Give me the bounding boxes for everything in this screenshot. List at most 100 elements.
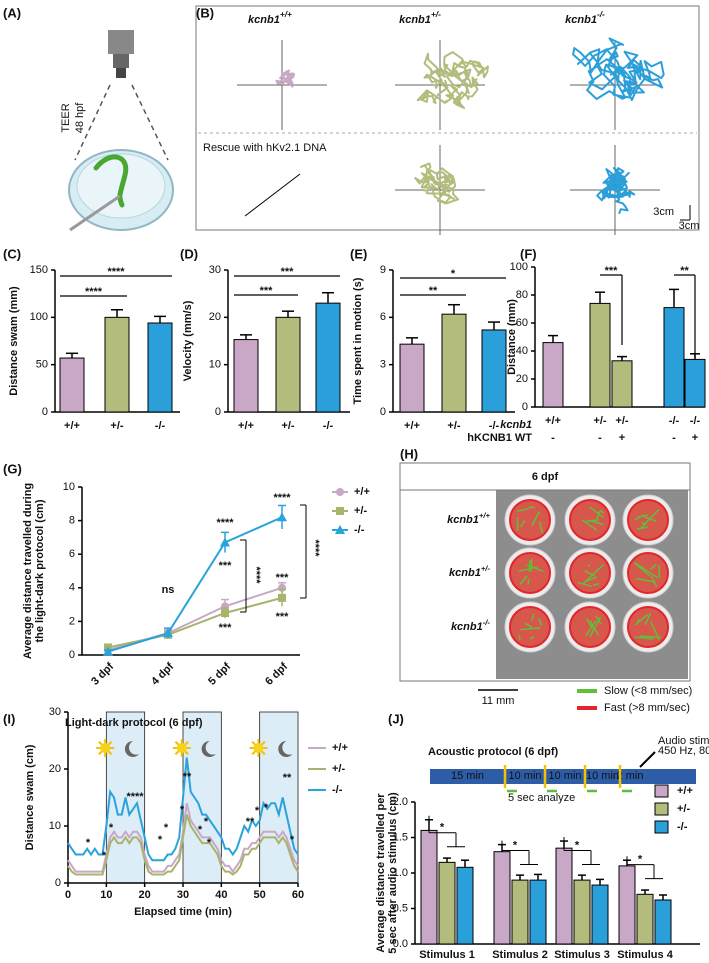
genotype-header: kcnb1+/- (399, 9, 441, 26)
panel-label: (C) (3, 246, 21, 261)
y-axis-label: Average distance travelled per (375, 793, 387, 953)
bar (684, 358, 706, 408)
legend-label: +/- (354, 505, 367, 517)
x-tick-label: +/+ (404, 420, 420, 432)
well-track (509, 606, 551, 648)
timeline-label: 2 min (617, 770, 644, 782)
bar (493, 851, 511, 945)
slow-track (585, 620, 597, 637)
slow-track (634, 613, 649, 626)
point (220, 537, 230, 547)
slow-track (519, 520, 526, 528)
legend-swatch (654, 802, 669, 816)
y-tick-label: 100 (30, 311, 48, 323)
slow-track (530, 613, 535, 621)
bar (618, 865, 636, 945)
slow-track (531, 511, 540, 526)
annotation: * (207, 837, 212, 849)
legend-label: -/- (677, 821, 688, 833)
slow-track (589, 620, 595, 631)
y-tick-label: 80 (516, 289, 528, 301)
y-tick-label: 0 (380, 406, 386, 418)
y-axis-label: Distance (mm) (506, 299, 518, 375)
slow-track (528, 506, 535, 509)
y-tick-label: 9 (380, 264, 386, 276)
slow-track (644, 612, 652, 626)
x-tick-label: +/+ (545, 415, 561, 427)
point (163, 628, 173, 638)
slow-track (529, 635, 535, 640)
y-tick-label: 20 (516, 373, 528, 385)
series-line (107, 516, 283, 653)
point (278, 593, 286, 602)
annotation: *** (276, 611, 290, 623)
annotation: * (204, 816, 209, 828)
y-tick-label: 4 (69, 582, 75, 594)
x-tick-label: -/- (323, 420, 334, 432)
slow-track (586, 618, 593, 629)
slow-track (586, 576, 598, 582)
bar (654, 899, 672, 945)
y-tick-label: 20 (209, 311, 221, 323)
y-axis-label: Distance swam (mm) (8, 286, 20, 396)
slow-track (587, 564, 591, 567)
genotype: +/+ (479, 511, 491, 520)
panel-label: (I) (3, 711, 15, 726)
x-tick-label: 10 (100, 889, 112, 901)
annotation: * (164, 822, 169, 834)
y-axis-label: 5 sec after audio stimulus (cm) (387, 792, 399, 954)
x-axis-label: Elapsed time (min) (134, 906, 232, 918)
treatment-label: - (598, 432, 602, 444)
y-tick-label: 0 (55, 877, 61, 889)
x-tick-label: 6 dpf (263, 660, 290, 687)
slow-track (599, 509, 605, 514)
well-track (627, 552, 669, 594)
rescue-label: Rescue with hKv2.1 DNA (203, 142, 327, 154)
bar (591, 884, 609, 945)
legend-label: +/- (677, 803, 690, 815)
panel-label: (F) (520, 246, 537, 261)
series-line (67, 757, 299, 862)
sun (176, 743, 187, 753)
legend-label: +/+ (354, 486, 370, 498)
annotation: *** (276, 572, 290, 584)
x-tick-label: -/- (155, 420, 166, 432)
well-track (509, 499, 551, 541)
sig-label: *** (605, 265, 619, 277)
trajectory (572, 37, 665, 101)
bar (481, 329, 507, 413)
sig-label: ** (429, 285, 438, 297)
x-tick-label: +/- (281, 420, 294, 432)
sig-label: * (575, 839, 580, 851)
well-track (627, 606, 669, 648)
bar (59, 357, 85, 413)
gene: kcnb1 (399, 14, 431, 26)
sig-label: *** (281, 266, 295, 278)
slow-track (635, 577, 656, 583)
y-tick-label: 6 (380, 311, 386, 323)
slow-track (594, 629, 599, 636)
x-tick-label: +/- (615, 415, 628, 427)
y-tick-label: 10 (49, 820, 61, 832)
sig-label: * (451, 268, 456, 280)
slow-track (584, 570, 595, 577)
genotype: -/- (597, 9, 605, 19)
y-tick-label: 20 (49, 763, 61, 775)
bar (573, 879, 591, 945)
annotation: *** (219, 622, 233, 634)
slow-track (538, 521, 544, 534)
moon (124, 740, 140, 757)
bar (420, 829, 438, 945)
y-axis-label: Distance swam (cm) (24, 744, 36, 850)
annotation: * (102, 850, 107, 862)
legend-label: -/- (332, 784, 343, 796)
panel-label: (J) (388, 711, 404, 726)
electrode (69, 194, 121, 232)
legend-label: Fast (>8 mm/sec) (604, 702, 690, 714)
bar (555, 847, 573, 945)
series-line (107, 586, 283, 651)
series-line (107, 596, 283, 649)
chart-title: Light-dark protocol (6 dpf) (65, 717, 203, 729)
x-tick-label: -/- (489, 420, 500, 432)
